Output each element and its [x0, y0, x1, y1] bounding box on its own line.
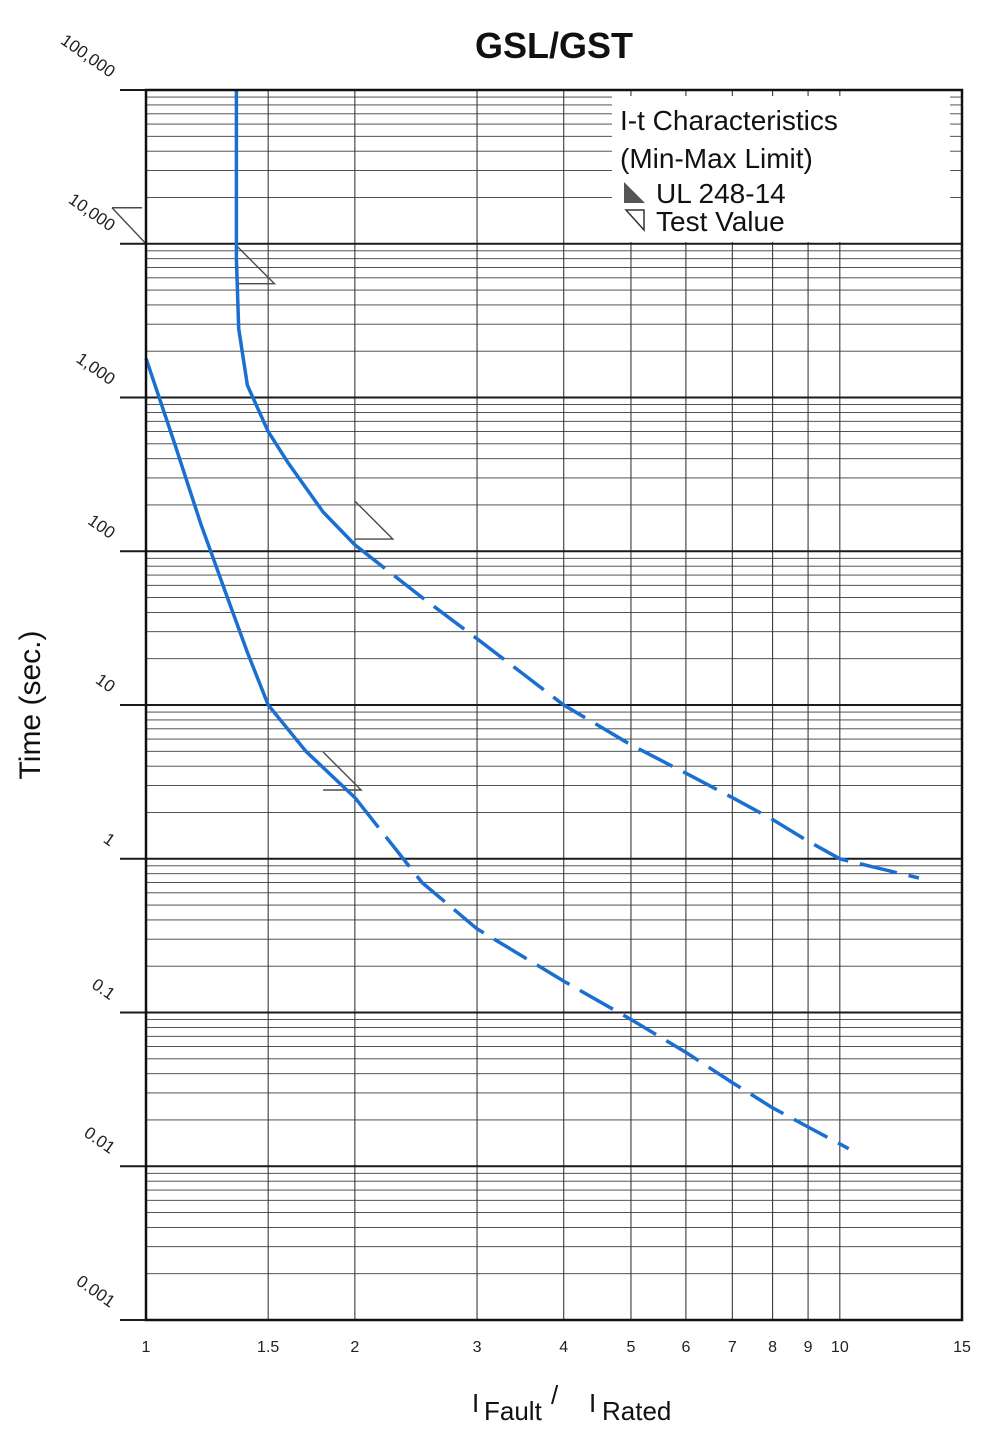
x-tick-label: 1: [142, 1339, 151, 1356]
x-tick-label: 10: [831, 1339, 849, 1356]
x-tick-label: 8: [768, 1339, 777, 1356]
x-tick-label: 1.5: [257, 1339, 279, 1356]
x-label-separator: /: [551, 1380, 559, 1410]
x-label-i-fault: I: [472, 1388, 479, 1418]
x-tick-label: 7: [728, 1339, 737, 1356]
x-label-fault: Fault: [484, 1396, 543, 1426]
chart-title: GSL/GST: [475, 25, 633, 66]
max-limit-dashed-line: [353, 543, 920, 880]
x-axis-label: I Fault / I Rated: [472, 1380, 671, 1426]
ul-248-14-marker: [354, 500, 395, 540]
y-axis-label: Time (sec.): [14, 631, 47, 780]
max-limit-solid-line: [234, 90, 357, 547]
legend-item-ul-248-14: UL 248-14: [656, 178, 786, 209]
legend: I-t Characteristics (Min-Max Limit) UL 2…: [612, 96, 950, 242]
x-label-rated: Rated: [602, 1396, 671, 1426]
ul-248-14-marker: [322, 751, 363, 791]
limit-markers: [111, 207, 395, 791]
legend-title-line-1: I-t Characteristics: [620, 105, 838, 136]
open-triangle-icon: [624, 209, 645, 232]
test-value-marker: [111, 207, 147, 245]
x-tick-label: 3: [473, 1339, 482, 1356]
ul-248-14-marker: [235, 245, 277, 285]
x-tick-label: 9: [804, 1339, 813, 1356]
x-axis-tick-labels: 1 1.5 2 3 4 5 6 7 8 9 10 15: [142, 1339, 971, 1356]
legend-title-line-2: (Min-Max Limit): [620, 143, 813, 174]
min-limit-solid-line: [144, 357, 357, 799]
curves: [144, 90, 920, 1151]
x-tick-label: 2: [350, 1339, 359, 1356]
x-label-i-rated: I: [589, 1388, 596, 1418]
x-tick-label: 6: [681, 1339, 690, 1356]
legend-box: [612, 96, 950, 242]
x-tick-label: 15: [953, 1339, 971, 1356]
plot-frame: [144, 88, 964, 1322]
x-tick-label: 4: [559, 1339, 568, 1356]
legend-item-test-value: Test Value: [656, 206, 785, 237]
filled-triangle-icon: [624, 182, 645, 203]
x-tick-label: 5: [627, 1339, 636, 1356]
